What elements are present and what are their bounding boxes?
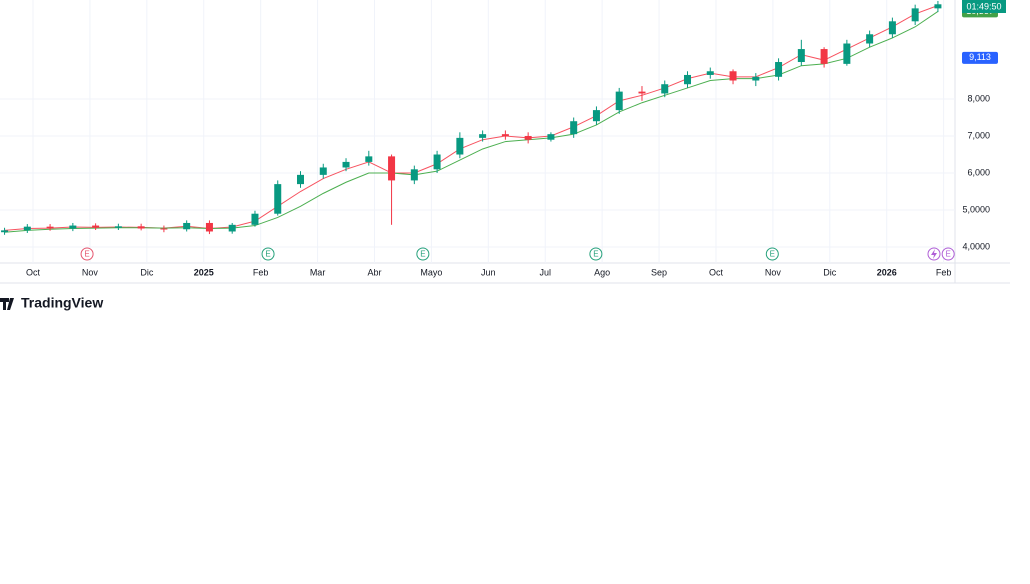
candle-body [342,161,350,168]
event-marker [589,247,603,261]
event-marker [80,247,94,261]
y-tick-label: 8,000 [967,93,990,103]
candle-body [92,225,100,228]
countdown-label: 01:49:50 [966,1,1001,11]
candle-body [251,213,259,225]
event-label: E [770,250,775,259]
event-marker [261,247,275,261]
candle-body [365,156,373,162]
price-label: 9,113 [969,52,991,62]
event-label: E [945,250,950,259]
x-tick-label: Ago [594,267,610,277]
candle-body [160,228,168,230]
candle-body [524,136,532,140]
candle-body [775,62,783,77]
candle-body [547,134,555,140]
x-tick-label: Nov [765,267,782,277]
event-marker [416,247,430,261]
candle-body [205,222,213,232]
candle-body [228,224,236,232]
event-label: E [593,250,598,259]
brand-name: TradingView [21,295,103,311]
candle-body [479,134,487,138]
candle-body [501,134,509,137]
candle-body [592,110,600,122]
candle-body [23,226,31,231]
candle-body [729,71,737,81]
moving-average [4,5,939,231]
price-label-box [962,51,998,64]
x-tick-label: 2025 [194,267,214,277]
x-tick-label: Sep [651,267,667,277]
x-tick-label: Dic [140,267,153,277]
x-tick-label: Jun [481,267,496,277]
x-tick-label: Nov [82,267,99,277]
event-label: E [84,250,89,259]
candle-body [797,49,805,63]
x-tick-label: Mar [310,267,326,277]
candle-body [433,154,441,170]
candle-body [274,184,282,214]
x-tick-label: Feb [936,267,952,277]
candle-body [183,222,191,230]
candle-body [46,226,54,229]
candle-body [684,74,692,85]
x-tick-label: Oct [26,267,41,277]
candle-body [888,21,896,35]
countdown-box [962,0,1006,13]
y-tick-label: 5,0000 [962,204,990,214]
candle-body [388,156,396,181]
event-label: E [265,250,270,259]
y-tick-label: 4,0000 [962,241,990,251]
candle-body [638,91,646,94]
lightning-icon [927,247,941,261]
x-tick-label: Mayo [420,267,442,277]
candle-body [69,225,77,229]
brand[interactable]: TradingView [0,295,103,311]
candle-body [615,91,623,111]
candle-body [137,226,145,229]
x-tick-label: Dic [823,267,836,277]
candle-body [1,230,9,233]
x-tick-label: Feb [253,267,269,277]
x-tick-label: Oct [709,267,724,277]
moving-average [4,11,939,233]
candle-body [866,34,874,44]
candle-body [410,169,418,181]
event-marker [941,247,955,261]
candle-body [114,226,122,228]
candle-body [456,137,464,155]
candle-body [752,76,760,81]
candle-body [911,8,919,22]
y-tick-label: 6,000 [967,167,990,177]
candle-body [843,43,851,64]
x-tick-label: Jul [539,267,551,277]
candle-body [820,49,828,64]
candle-body [570,121,578,135]
candle-body [661,84,669,94]
candle-body [934,4,942,9]
brand-logo [0,298,14,310]
event-label: E [420,250,425,259]
event-marker [765,247,779,261]
x-tick-label: 2026 [877,267,897,277]
candle-body [297,174,305,185]
candle-body [706,71,714,75]
candle-body [319,167,327,175]
x-tick-label: Abr [367,267,381,277]
y-tick-label: 7,000 [967,130,990,140]
